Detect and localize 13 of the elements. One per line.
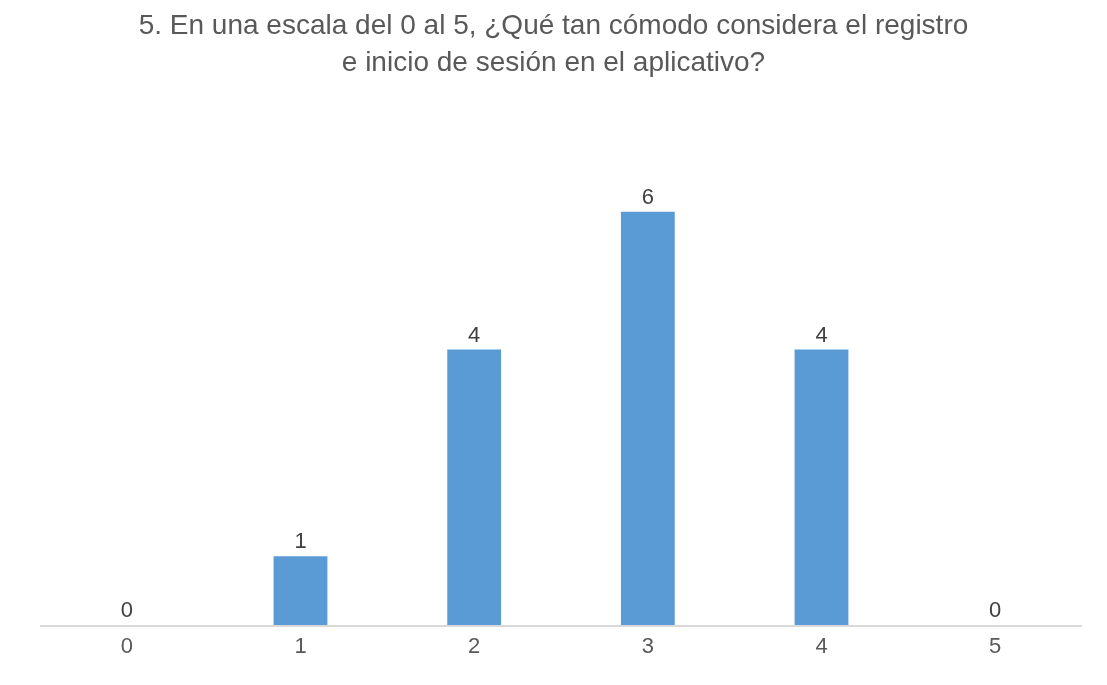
data-label: 4 [815,321,828,347]
chart-title: 5. En una escala del 0 al 5, ¿Qué tan cómodo considera el registro e inicio de sesión en el aplicativo? [138,9,969,77]
x-tick-label: 1 [294,633,307,659]
data-label: 0 [989,597,1002,622]
data-label: 4 [468,321,481,347]
x-tick-label: 5 [989,633,1002,659]
data-label: 6 [641,183,654,209]
x-tick-label: 0 [120,633,133,659]
data-label: 0 [120,597,133,622]
x-tick-label: 4 [815,633,828,659]
data-label: 1 [294,528,307,554]
x-tick-label: 3 [641,633,654,659]
x-tick-label: 2 [468,633,481,659]
